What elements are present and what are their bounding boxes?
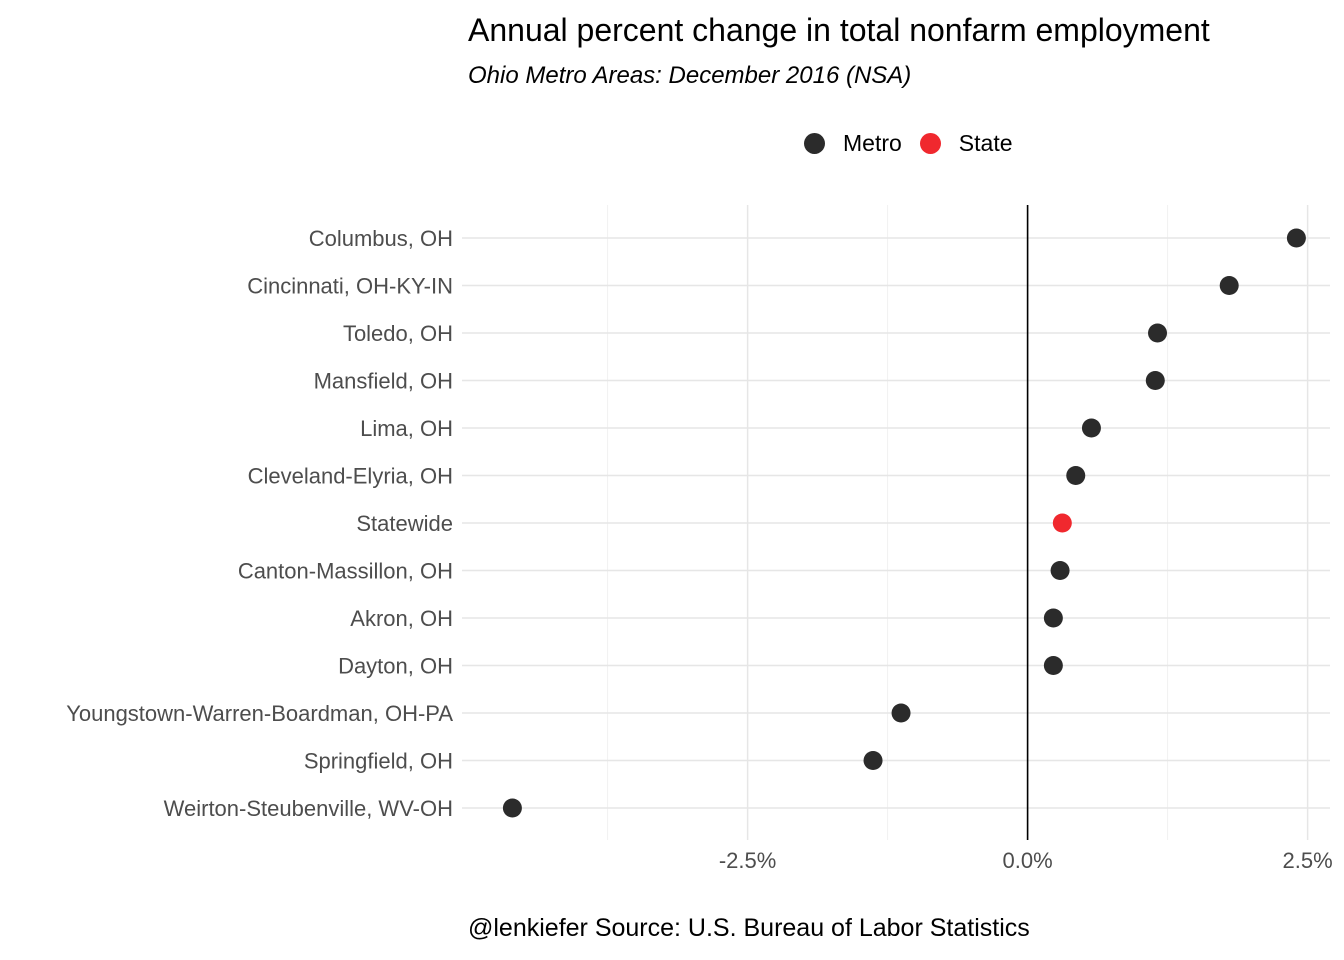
y-tick-label: Toledo, OH [343, 321, 453, 346]
legend-dot-state-icon [919, 132, 941, 154]
data-point-metro [1043, 656, 1063, 675]
data-point-metro [1219, 276, 1239, 295]
y-tick-label: Columbus, OH [309, 226, 453, 251]
y-tick-label: Dayton, OH [338, 654, 453, 679]
y-tick-label: Akron, OH [350, 606, 453, 631]
chart-subtitle: Ohio Metro Areas: December 2016 (NSA) [468, 62, 912, 89]
y-tick-label: Statewide [356, 511, 453, 536]
y-tick-label: Springfield, OH [304, 749, 453, 774]
data-point-metro [502, 798, 522, 818]
legend-item-state: State [919, 129, 1013, 157]
legend-dot-metro-icon [804, 132, 825, 154]
legend-item-metro: Metro [804, 130, 902, 157]
x-tick-label: 2.5% [1283, 848, 1333, 873]
data-point-metro [1148, 323, 1168, 343]
y-tick-label: Youngstown-Warren-Boardman, OH-PA [66, 701, 453, 726]
data-point-metro [863, 751, 883, 770]
x-tick-label: -2.5% [719, 848, 776, 873]
data-point-metro [1286, 228, 1306, 248]
chart-caption: @lenkiefer Source: U.S. Bureau of Labor … [468, 914, 1030, 942]
y-tick-label: Cincinnati, OH-KY-IN [247, 274, 453, 299]
chart-title: Annual percent change in total nonfarm e… [468, 12, 1210, 48]
data-point-metro [1050, 561, 1070, 580]
data-point-metro [1043, 608, 1063, 628]
y-tick-label: Canton-Massillon, OH [238, 559, 453, 584]
y-tick-label: Weirton-Steubenville, WV-OH [164, 796, 453, 821]
legend: Metro State [804, 128, 1031, 158]
data-point-state [1052, 513, 1072, 533]
legend-label-state: State [958, 129, 1013, 156]
data-point-metro [891, 703, 911, 723]
y-tick-label: Cleveland-Elyria, OH [248, 464, 453, 489]
x-tick-label: 0.0% [1003, 848, 1053, 873]
data-point-metro [1081, 418, 1101, 438]
data-point-metro [1145, 371, 1165, 390]
y-tick-label: Lima, OH [360, 416, 453, 441]
y-tick-label: Mansfield, OH [314, 369, 453, 394]
data-point-metro [1066, 466, 1086, 485]
legend-label-metro: Metro [843, 129, 902, 156]
